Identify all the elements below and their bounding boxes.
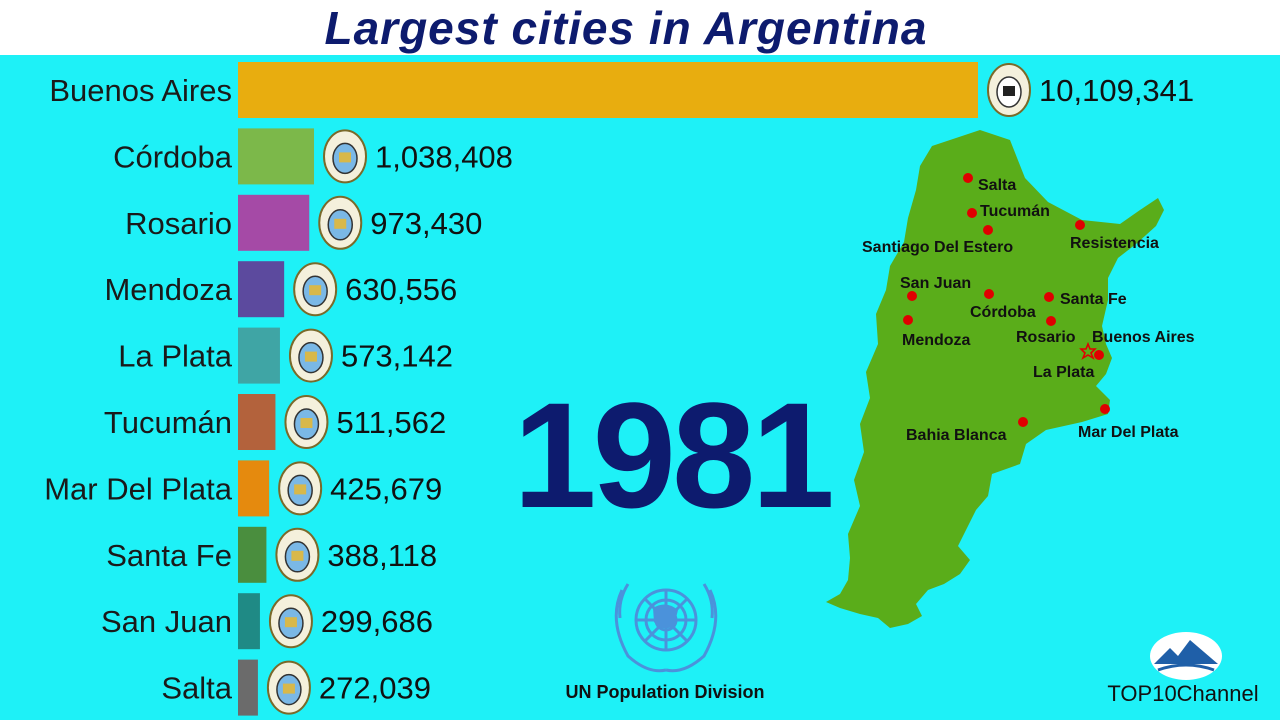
- city-marker: [1094, 350, 1104, 360]
- year-display: 1981: [513, 371, 835, 539]
- map-city-label: Córdoba: [970, 304, 1036, 321]
- chart-title: Largest cities in Argentina: [324, 2, 928, 54]
- un-emblem-icon: [614, 583, 718, 673]
- bar: [238, 261, 285, 318]
- map-city-label: Mendoza: [902, 332, 971, 349]
- coat-of-arms-icon: [278, 461, 323, 516]
- map-city-label: San Juan: [900, 275, 971, 292]
- map-city-label: Bahia Blanca: [906, 427, 1007, 444]
- coat-of-arms-icon: [318, 195, 363, 250]
- city-marker: [963, 173, 973, 183]
- bar: [238, 460, 270, 517]
- source-caption: UN Population Division: [565, 682, 765, 702]
- map-city-label: Buenos Aires: [1092, 329, 1195, 346]
- bar: [238, 659, 258, 716]
- value-label: 1,038,408: [375, 139, 513, 174]
- value-label: 425,679: [330, 471, 442, 506]
- category-label: Santa Fe: [106, 538, 232, 573]
- category-label: Mendoza: [104, 272, 232, 307]
- city-marker: [1075, 220, 1085, 230]
- category-label: Salta: [161, 671, 232, 706]
- category-label: Córdoba: [113, 139, 233, 174]
- coat-of-arms-icon: [323, 129, 368, 184]
- category-label: Mar Del Plata: [44, 471, 233, 506]
- category-label: La Plata: [118, 339, 233, 374]
- map-city-label: Santa Fe: [1060, 291, 1127, 308]
- coat-of-arms-icon: [275, 527, 320, 582]
- bar: [238, 526, 267, 583]
- city-marker: [903, 315, 913, 325]
- bar: [238, 128, 315, 185]
- map-city-label: Mar Del Plata: [1078, 424, 1179, 441]
- argentina-map: Salta Tucumán Santiago Del Estero Resistenc…: [826, 130, 1195, 628]
- value-label: 388,118: [327, 538, 437, 573]
- map-city-label: Tucumán: [980, 203, 1050, 220]
- city-marker: [983, 225, 993, 235]
- category-label: San Juan: [101, 604, 232, 639]
- category-label: Buenos Aires: [49, 73, 232, 108]
- title-bar: [0, 0, 1280, 55]
- value-label: 299,686: [321, 604, 433, 639]
- category-label: Rosario: [125, 206, 232, 241]
- coat-of-arms-icon: [288, 328, 333, 383]
- coat-of-arms-icon: [987, 63, 1031, 117]
- map-city-label: Rosario: [1016, 329, 1076, 346]
- bar: [238, 394, 276, 450]
- value-label: 10,109,341: [1039, 73, 1194, 108]
- brand-name: TOP10Channel: [1107, 681, 1259, 706]
- map-city-label: Santiago Del Estero: [862, 239, 1013, 256]
- value-label: 272,039: [319, 671, 431, 706]
- bar: [238, 593, 260, 650]
- map-city-label: Resistencia: [1070, 235, 1159, 252]
- mountain-logo-icon: [1150, 632, 1222, 680]
- bar: [238, 62, 978, 118]
- city-marker: [907, 291, 917, 301]
- capital-star-icon: [1079, 341, 1097, 360]
- value-label: 973,430: [370, 206, 482, 241]
- city-marker: [1018, 417, 1028, 427]
- city-marker: [1046, 316, 1056, 326]
- category-label: Tucumán: [104, 405, 232, 440]
- map-city-label: La Plata: [1033, 364, 1094, 381]
- map-city-label: Salta: [978, 177, 1016, 194]
- city-markers: [903, 173, 1110, 427]
- value-label: 511,562: [336, 405, 446, 440]
- value-label: 573,142: [341, 339, 453, 374]
- city-marker: [1100, 404, 1110, 414]
- coat-of-arms-icon: [268, 594, 313, 649]
- city-marker: [1044, 292, 1054, 302]
- value-label: 630,556: [345, 272, 457, 307]
- city-labels: Salta Tucumán Santiago Del Estero Resistenc…: [862, 177, 1195, 444]
- coat-of-arms-icon: [266, 660, 311, 715]
- coat-of-arms-icon: [293, 262, 338, 317]
- city-marker: [967, 208, 977, 218]
- bar: [238, 194, 310, 251]
- city-marker: [984, 289, 994, 299]
- argentina-landmass: [826, 130, 1164, 628]
- coat-of-arms-icon: [284, 395, 329, 449]
- bar: [238, 327, 280, 384]
